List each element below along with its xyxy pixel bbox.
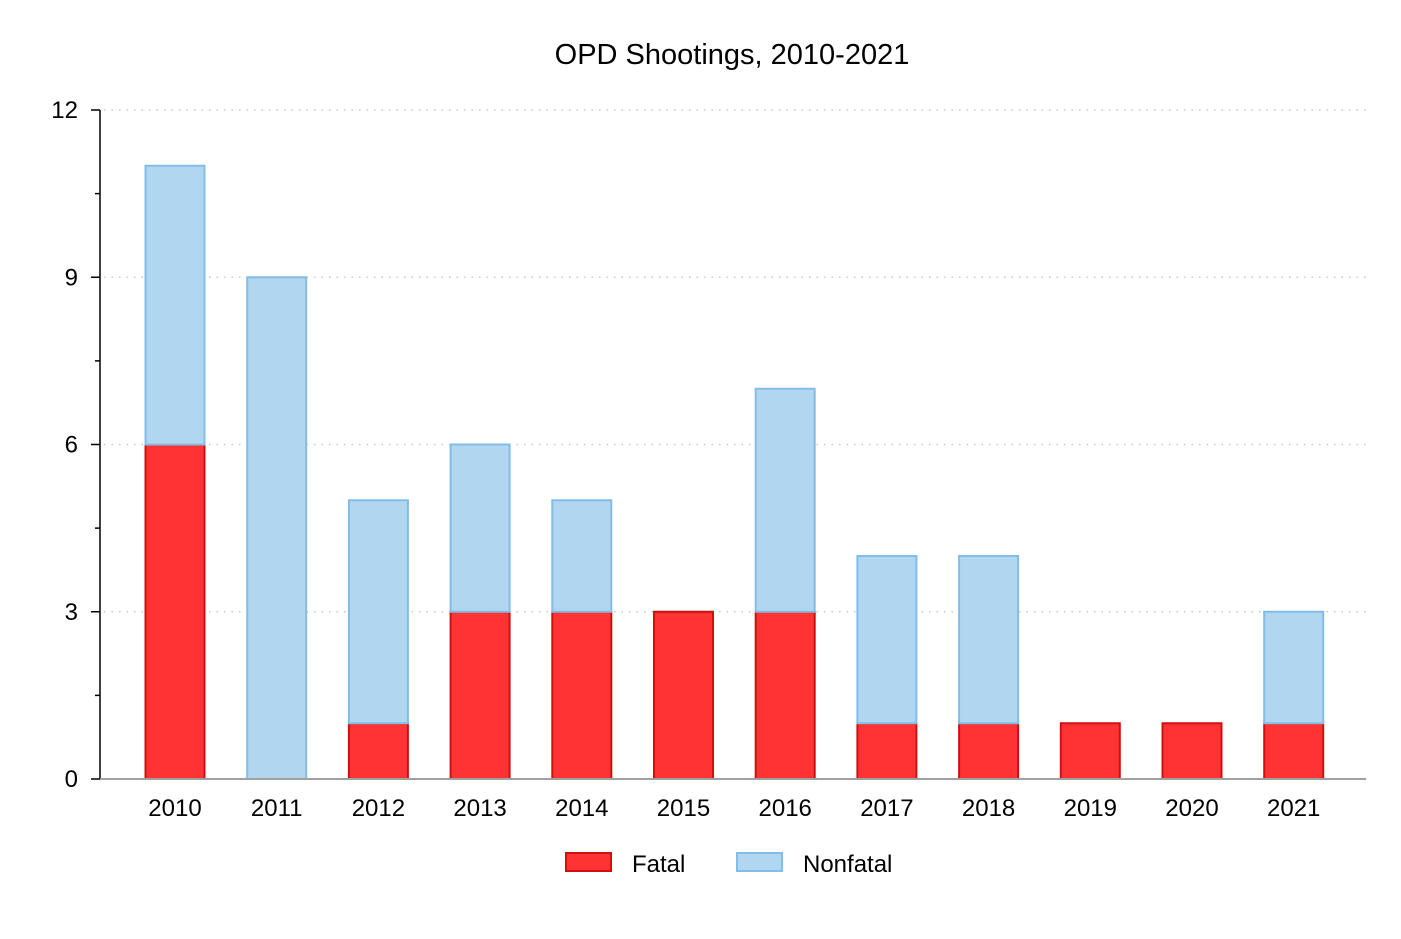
x-tick-label: 2012 <box>352 795 405 822</box>
bar-fatal-2021 <box>1263 722 1325 780</box>
bar-fatal-2010 <box>144 443 206 780</box>
legend-label-fatal: Fatal <box>632 851 685 878</box>
legend-swatch-fatal <box>565 852 612 872</box>
x-tick-label: 2011 <box>251 795 303 822</box>
bar-fatal-2016 <box>754 610 816 780</box>
bar-fatal-2012 <box>347 722 409 780</box>
bar-nonfatal-2010 <box>144 164 206 446</box>
bar-fatal-2015 <box>653 610 714 780</box>
y-tick-label: 12 <box>51 97 78 124</box>
x-tick-label: 2016 <box>759 795 812 822</box>
legend-swatch-nonfatal <box>736 852 783 872</box>
bar-fatal-2014 <box>551 610 613 780</box>
bar-nonfatal-2018 <box>958 555 1020 725</box>
x-tick-label: 2013 <box>453 795 506 822</box>
x-tick-label: 2021 <box>1267 795 1320 822</box>
y-tick-label: 6 <box>65 432 78 459</box>
y-tick-label: 0 <box>65 766 78 793</box>
bar-fatal-2017 <box>856 722 918 780</box>
x-tick-label: 2010 <box>148 795 201 822</box>
bar-nonfatal-2016 <box>754 387 816 613</box>
chart-title: OPD Shootings, 2010-2021 <box>555 39 910 71</box>
x-tick-label: 2015 <box>657 795 710 822</box>
bar-nonfatal-2012 <box>347 499 409 725</box>
bar-fatal-2019 <box>1059 722 1121 780</box>
x-tick-label: 2019 <box>1064 795 1117 822</box>
bar-fatal-2020 <box>1161 722 1223 780</box>
y-tick-label: 9 <box>65 264 78 291</box>
x-tick-label: 2017 <box>860 795 913 822</box>
bar-nonfatal-2017 <box>856 555 918 725</box>
x-tick-label: 2014 <box>555 795 608 822</box>
bars <box>144 164 1325 780</box>
bar-fatal-2018 <box>958 722 1020 780</box>
legend-label-nonfatal: Nonfatal <box>803 851 892 878</box>
axes: 2010 2011 2012 2013 2014 2015 2016 2017 2018 2019… <box>51 97 1366 822</box>
x-tick-label: 2020 <box>1165 795 1218 822</box>
bar-fatal-2013 <box>449 610 511 780</box>
bar-nonfatal-2021 <box>1263 610 1325 725</box>
bar-nonfatal-2011 <box>246 276 308 780</box>
y-tick-label: 3 <box>65 599 78 626</box>
x-tick-label: 2018 <box>962 795 1015 822</box>
bar-nonfatal-2013 <box>449 443 511 613</box>
legend: Fatal Nonfatal <box>565 851 892 878</box>
bar-nonfatal-2014 <box>551 499 613 613</box>
